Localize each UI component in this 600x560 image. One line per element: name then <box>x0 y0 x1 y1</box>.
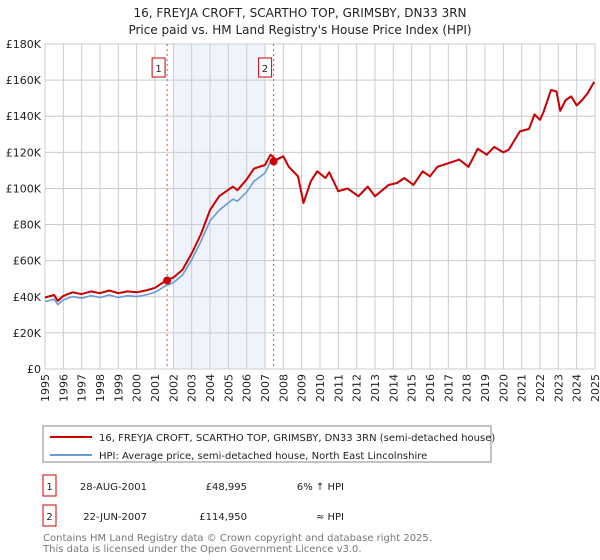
transaction-date: 22-JUN-2007 <box>83 512 147 523</box>
x-tick-label: 2020 <box>497 374 510 402</box>
x-tick-label: 2012 <box>351 374 364 402</box>
x-tick-label: 2014 <box>387 374 400 402</box>
transaction-row: 1 28-AUG-2001 £48,995 6% ↑ HPI <box>42 474 344 497</box>
y-tick-label: £40K <box>13 291 42 304</box>
transaction-number: 1 <box>46 482 52 493</box>
x-tick-label: 2017 <box>442 374 455 402</box>
x-tick-label: 2022 <box>534 374 547 402</box>
x-tick-label: 2000 <box>131 374 144 402</box>
x-tick-label: 1999 <box>112 374 125 402</box>
x-tick-label: 2019 <box>479 374 492 402</box>
plot-area: £0 £20K £40K £60K £80K £100K £120K £140K £160K £1… <box>6 38 600 402</box>
x-tick-label: 2007 <box>259 374 272 402</box>
transaction-number: 2 <box>46 512 52 523</box>
transaction-hpi: ≈ HPI <box>316 512 344 523</box>
transaction-hpi: 6% ↑ HPI <box>297 482 344 493</box>
sale-label: 2 <box>262 64 268 75</box>
y-tick-label: £80K <box>13 219 42 232</box>
x-tick-label: 2023 <box>552 374 565 402</box>
property-price-line <box>44 81 595 302</box>
chart-title: 16, FREYJA CROFT, SCARTHO TOP, GRIMSBY, … <box>133 6 466 20</box>
x-tick-label: 1998 <box>94 374 107 402</box>
x-tick-label: 2005 <box>222 374 235 402</box>
sale-label-box <box>258 57 273 78</box>
y-tick-label: £140K <box>6 110 42 123</box>
legend-box <box>42 425 492 463</box>
x-tick-label: 2003 <box>186 374 199 402</box>
x-tick-label: 2006 <box>241 374 254 402</box>
x-tick-label: 1996 <box>57 374 70 402</box>
x-tick-label: 2024 <box>571 374 584 402</box>
x-tick-label: 2009 <box>296 374 309 402</box>
x-tick-label: 2008 <box>277 374 290 402</box>
x-tick-label: 1997 <box>76 374 89 402</box>
sale-point <box>163 276 172 285</box>
sale-point <box>269 157 278 166</box>
sale-label: 1 <box>155 64 161 75</box>
legend-hpi-label: HPI: Average price, semi-detached house,… <box>99 451 427 462</box>
x-tick-label: 2015 <box>406 374 419 402</box>
sale-label-box <box>151 57 166 78</box>
transaction-date: 28-AUG-2001 <box>80 482 147 493</box>
x-tick-label: 2018 <box>461 374 474 402</box>
chart-subtitle: Price paid vs. HM Land Registry's House … <box>128 23 471 37</box>
x-tick-label: 2021 <box>516 374 529 402</box>
transaction-price: £114,950 <box>199 512 247 523</box>
x-tick-label: 2002 <box>167 374 180 402</box>
y-tick-label: £120K <box>6 146 42 159</box>
y-tick-label: £60K <box>13 255 42 268</box>
legend-property-label: 16, FREYJA CROFT, SCARTHO TOP, GRIMSBY, … <box>99 433 495 444</box>
y-tick-label: £160K <box>6 74 42 87</box>
transaction-marker-box <box>42 474 57 497</box>
transaction-row: 2 22-JUN-2007 £114,950 ≈ HPI <box>42 504 344 527</box>
y-tick-label: £180K <box>6 38 42 51</box>
x-tick-label: 2011 <box>332 374 345 402</box>
footer-licence: This data is licensed under the Open Gov… <box>42 544 362 555</box>
x-tick-label: 1995 <box>39 374 52 402</box>
transaction-price: £48,995 <box>206 482 247 493</box>
y-tick-label: £100K <box>6 182 42 195</box>
x-tick-label: 2010 <box>314 374 327 402</box>
x-tick-label: 2013 <box>369 374 382 402</box>
shaded-period <box>173 44 265 369</box>
x-tick-label: 2004 <box>204 374 217 402</box>
y-tick-label: £20K <box>13 327 42 340</box>
x-tick-label: 2001 <box>149 374 162 402</box>
footer-copyright: Contains HM Land Registry data © Crown c… <box>43 533 432 544</box>
plot-border <box>44 43 596 370</box>
x-tick-label: 2025 <box>589 374 600 402</box>
transaction-marker-box <box>42 504 57 527</box>
x-tick-label: 2016 <box>424 374 437 402</box>
y-tick-label: £0 <box>27 363 41 376</box>
legend: 16, FREYJA CROFT, SCARTHO TOP, GRIMSBY, … <box>42 425 495 463</box>
